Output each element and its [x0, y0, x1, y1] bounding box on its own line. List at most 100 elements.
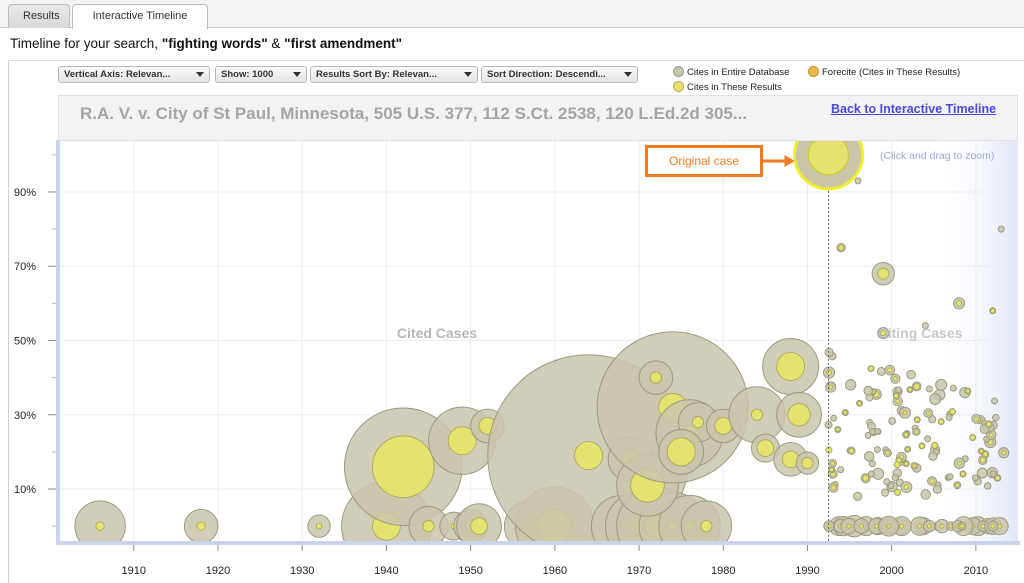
citing-case-bubble-results[interactable] — [956, 460, 962, 466]
citing-case-bubble-db[interactable] — [880, 488, 890, 497]
citing-case-bubble-results[interactable] — [893, 461, 901, 469]
back-to-timeline-link[interactable]: Back to Interactive Timeline — [831, 102, 997, 116]
citing-case-bubble-results[interactable] — [868, 365, 874, 372]
citing-case-bubble-db[interactable] — [928, 451, 938, 461]
citing-case-bubble-db[interactable] — [853, 491, 863, 501]
citing-case-bubble-db[interactable] — [883, 478, 891, 486]
citing-case-bubble-results[interactable] — [835, 427, 841, 432]
citing-case-bubble-results[interactable] — [859, 523, 864, 529]
citing-case-bubble-db[interactable] — [929, 393, 942, 405]
citing-case-bubble-results[interactable] — [929, 478, 935, 484]
citing-case-bubble-results[interactable] — [917, 523, 923, 529]
citing-case-bubble-db[interactable] — [867, 470, 875, 478]
citing-case-bubble-results[interactable] — [960, 471, 966, 477]
citing-case-bubble-db[interactable] — [824, 347, 834, 358]
citing-case-bubble-results[interactable] — [959, 523, 965, 529]
cited-case-bubble-results[interactable] — [700, 520, 713, 533]
citing-case-bubble-db[interactable] — [921, 322, 929, 330]
citing-case-bubble-db[interactable] — [925, 385, 933, 393]
citing-case-bubble-results[interactable] — [886, 523, 892, 529]
citing-case-bubble-db[interactable] — [895, 386, 903, 394]
cited-case-bubble-results[interactable] — [447, 426, 477, 456]
citing-case-bubble-results[interactable] — [902, 410, 908, 416]
citing-case-bubble-results[interactable] — [990, 523, 996, 529]
citing-case-bubble-results[interactable] — [905, 446, 911, 452]
citing-case-bubble-results[interactable] — [885, 450, 890, 456]
citing-case-bubble-db[interactable] — [868, 428, 876, 436]
citing-case-bubble-results[interactable] — [892, 376, 898, 382]
citing-case-bubble-results[interactable] — [830, 460, 836, 466]
citing-case-bubble-db[interactable] — [935, 378, 948, 391]
citing-case-bubble-results[interactable] — [828, 384, 834, 390]
show-count-dropdown[interactable]: Show: 1000 — [215, 66, 307, 83]
cited-case-bubble-results[interactable] — [666, 437, 696, 467]
citing-case-bubble-results[interactable] — [973, 416, 979, 422]
citing-case-bubble-results[interactable] — [894, 489, 901, 496]
citing-case-bubble-db[interactable] — [991, 397, 999, 405]
citing-case-bubble-results[interactable] — [903, 484, 910, 490]
citing-case-bubble-results[interactable] — [848, 447, 855, 454]
citing-case-bubble-db[interactable] — [989, 470, 997, 478]
citing-case-bubble-db[interactable] — [924, 435, 932, 443]
citing-case-bubble-results[interactable] — [877, 267, 890, 280]
citing-case-bubble-db[interactable] — [854, 177, 862, 185]
cited-case-bubble-results[interactable] — [95, 521, 105, 531]
citing-case-bubble-db[interactable] — [863, 451, 875, 462]
citing-case-bubble-results[interactable] — [887, 367, 893, 373]
citing-case-bubble-db[interactable] — [888, 417, 897, 426]
citing-case-bubble-results[interactable] — [907, 387, 913, 393]
sort-direction-dropdown[interactable]: Sort Direction: Descendi... — [481, 66, 638, 83]
citing-case-bubble-results[interactable] — [919, 443, 925, 449]
citing-case-bubble-results[interactable] — [913, 429, 919, 435]
citing-case-bubble-results[interactable] — [978, 448, 984, 454]
citing-case-bubble-db[interactable] — [844, 379, 857, 391]
citing-case-bubble-results[interactable] — [925, 410, 931, 416]
citing-case-bubble-db[interactable] — [983, 482, 992, 490]
citing-case-bubble-results[interactable] — [931, 442, 939, 449]
citing-case-bubble-results[interactable] — [914, 417, 920, 423]
citing-case-bubble-results[interactable] — [988, 432, 994, 438]
citing-case-bubble-db[interactable] — [891, 473, 900, 482]
vertical-axis-dropdown[interactable]: Vertical Axis: Relevan... — [58, 66, 210, 83]
citing-case-bubble-results[interactable] — [903, 432, 909, 438]
tab-results[interactable]: Results — [8, 4, 70, 28]
citing-case-bubble-results[interactable] — [874, 523, 879, 529]
cited-case-bubble-results[interactable] — [750, 408, 763, 421]
citing-case-bubble-db[interactable] — [945, 413, 953, 421]
citing-case-bubble-db[interactable] — [920, 489, 931, 500]
citing-case-bubble-results[interactable] — [911, 463, 917, 469]
citing-case-bubble-results[interactable] — [949, 408, 956, 415]
cited-case-bubble-results[interactable] — [801, 457, 814, 470]
citing-case-bubble-results[interactable] — [954, 482, 960, 488]
citing-case-bubble-results[interactable] — [829, 467, 835, 473]
citing-case-bubble-results[interactable] — [846, 523, 852, 529]
citing-case-bubble-db[interactable] — [976, 467, 988, 479]
cited-case-bubble-results[interactable] — [574, 441, 603, 471]
citing-case-bubble-db[interactable] — [830, 414, 838, 422]
citing-case-bubble-db[interactable] — [868, 460, 876, 468]
cited-case-bubble-results[interactable] — [649, 371, 662, 384]
original-case-inner[interactable] — [807, 135, 850, 176]
citing-case-bubble-results[interactable] — [939, 523, 945, 529]
citing-case-bubble-results[interactable] — [895, 398, 901, 404]
citing-case-bubble-results[interactable] — [862, 474, 870, 482]
citing-case-bubble-results[interactable] — [837, 244, 845, 251]
citing-case-bubble-results[interactable] — [985, 421, 992, 428]
citing-case-bubble-db[interactable] — [946, 473, 954, 481]
citing-case-bubble-results[interactable] — [830, 484, 837, 491]
cited-case-bubble-results[interactable] — [787, 403, 811, 427]
citing-case-bubble-db[interactable] — [997, 225, 1005, 233]
citing-case-bubble-results[interactable] — [826, 523, 832, 529]
citing-case-bubble-db[interactable] — [887, 482, 895, 490]
citing-case-bubble-results[interactable] — [990, 308, 996, 314]
citing-case-bubble-db[interactable] — [873, 446, 881, 454]
cited-case-bubble-db[interactable] — [74, 500, 126, 551]
citing-case-bubble-results[interactable] — [955, 300, 963, 307]
sort-by-dropdown[interactable]: Results Sort By: Relevan... — [310, 66, 478, 83]
cited-case-bubble-results[interactable] — [756, 439, 775, 457]
cited-case-bubble-results[interactable] — [315, 522, 323, 530]
citing-case-bubble-db[interactable] — [906, 369, 916, 380]
cited-case-bubble-results[interactable] — [776, 352, 806, 381]
citing-case-bubble-db[interactable] — [992, 413, 1000, 422]
